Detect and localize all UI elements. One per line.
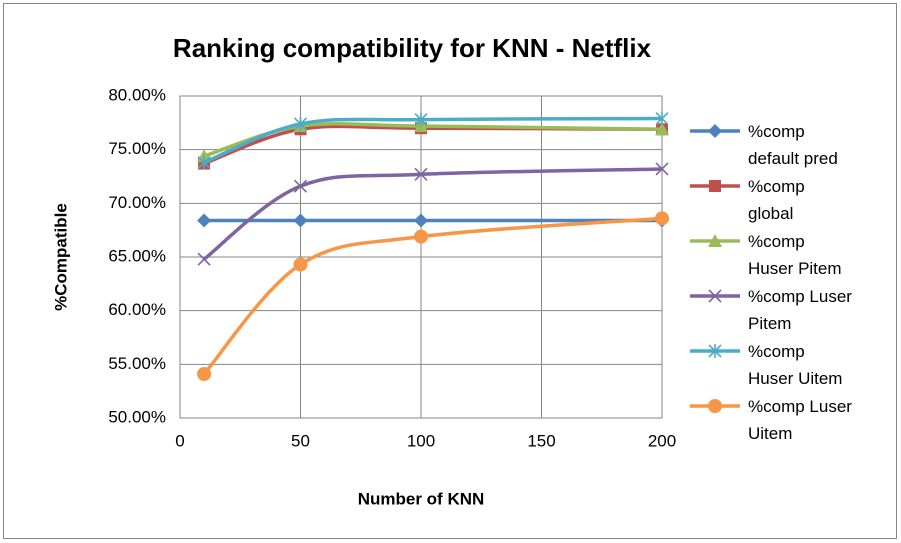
marker bbox=[197, 366, 212, 381]
x-axis-label: Number of KNN bbox=[358, 489, 485, 508]
marker bbox=[708, 289, 722, 303]
legend-label: %comp Huser Uitem bbox=[748, 341, 843, 388]
marker bbox=[293, 213, 308, 228]
x-tick-label: 100 bbox=[407, 431, 435, 450]
series-line bbox=[202, 216, 663, 376]
y-tick-label: 80.00% bbox=[108, 85, 166, 104]
marker bbox=[293, 257, 308, 272]
series bbox=[197, 162, 669, 266]
marker bbox=[293, 116, 308, 131]
marker bbox=[708, 399, 722, 413]
marker bbox=[414, 167, 428, 181]
legend-label: %comp Huser Pitem bbox=[748, 231, 842, 278]
marker bbox=[655, 162, 669, 176]
x-tick-label: 150 bbox=[527, 431, 555, 450]
y-tick-label: 55.00% bbox=[108, 354, 166, 373]
x-tick-label: 0 bbox=[175, 431, 184, 450]
x-tick-label: 50 bbox=[291, 431, 310, 450]
y-tick-label: 70.00% bbox=[108, 193, 166, 212]
chart-title: Ranking compatibility for KNN - Netflix bbox=[173, 33, 652, 63]
marker bbox=[655, 122, 669, 136]
plot-border bbox=[179, 95, 663, 419]
series bbox=[197, 111, 669, 170]
marker bbox=[414, 229, 428, 244]
marker bbox=[709, 180, 721, 192]
marker bbox=[293, 179, 308, 193]
marker bbox=[414, 213, 428, 228]
marker bbox=[197, 252, 211, 266]
legend-label: %comp Luser Pitem bbox=[748, 286, 852, 333]
marker bbox=[197, 155, 211, 170]
series-line bbox=[203, 167, 663, 261]
marker bbox=[655, 211, 669, 226]
marker bbox=[708, 124, 722, 138]
y-tick-label: 75.00% bbox=[108, 139, 166, 158]
legend-label: %comp Luser Uitem bbox=[748, 396, 852, 443]
marker bbox=[655, 111, 669, 126]
marker bbox=[708, 234, 722, 247]
marker bbox=[197, 213, 212, 228]
chart-border bbox=[3, 3, 897, 539]
series bbox=[197, 211, 669, 381]
y-axis-label: %Compatible bbox=[51, 203, 70, 311]
series-line bbox=[203, 116, 663, 165]
y-tick-label: 50.00% bbox=[108, 407, 166, 426]
marker bbox=[414, 112, 428, 127]
y-tick-label: 60.00% bbox=[108, 300, 166, 319]
legend-label: %comp default pred bbox=[748, 121, 838, 168]
y-tick-label: 65.00% bbox=[108, 246, 166, 265]
marker bbox=[708, 344, 722, 358]
legend-label: %comp global bbox=[748, 176, 805, 223]
x-tick-label: 200 bbox=[648, 431, 676, 450]
